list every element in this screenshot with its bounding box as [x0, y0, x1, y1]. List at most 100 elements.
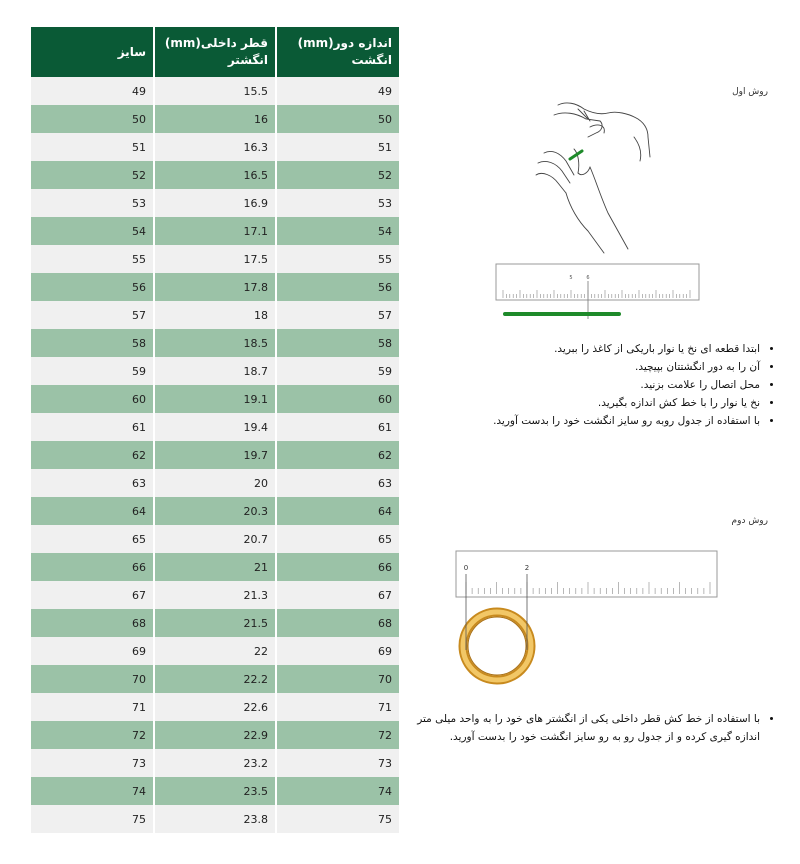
thread-mark [568, 149, 584, 161]
cell-size: 64 [31, 497, 154, 525]
cell-inner-diameter: 18 [153, 301, 276, 329]
cell-size: 69 [31, 637, 154, 665]
table-row: 68 21.5 68 [31, 609, 399, 637]
table-row: 55 17.5 55 [31, 245, 399, 273]
table-row: 72 22.9 72 [31, 721, 399, 749]
cell-finger-circumference: 57 [275, 301, 399, 329]
cell-inner-diameter: 17.1 [153, 217, 276, 245]
cell-size: 49 [31, 77, 154, 105]
cell-finger-circumference: 61 [275, 413, 399, 441]
cell-finger-circumference: 66 [275, 553, 399, 581]
cell-inner-diameter: 16.5 [153, 161, 276, 189]
cell-inner-diameter: 21.3 [153, 581, 276, 609]
ruler-label-2: 2 [525, 564, 529, 572]
cell-size: 73 [31, 749, 154, 777]
ruler-label-6: 6 [586, 275, 589, 281]
cell-inner-diameter: 22.2 [153, 665, 276, 693]
cell-finger-circumference: 59 [275, 357, 399, 385]
header-size: سایز [31, 27, 154, 77]
cell-finger-circumference: 64 [275, 497, 399, 525]
cell-size: 56 [31, 273, 154, 301]
table-row: 54 17.1 54 [31, 217, 399, 245]
cell-finger-circumference: 75 [275, 805, 399, 833]
cell-inner-diameter: 23.2 [153, 749, 276, 777]
table-row: 73 23.2 73 [31, 749, 399, 777]
method2-steps: با استفاده از خط کش قطر داخلی یکی از انگ… [400, 710, 776, 746]
cell-finger-circumference: 54 [275, 217, 399, 245]
table-row: 52 16.5 52 [31, 161, 399, 189]
cell-finger-circumference: 71 [275, 693, 399, 721]
cell-size: 70 [31, 665, 154, 693]
method1-title: روش اول [732, 87, 768, 97]
cell-size: 58 [31, 329, 154, 357]
cell-finger-circumference: 52 [275, 161, 399, 189]
cell-size: 63 [31, 469, 154, 497]
cell-size: 65 [31, 525, 154, 553]
cell-size: 57 [31, 301, 154, 329]
cell-size: 75 [31, 805, 154, 833]
list-item: با استفاده از خط کش قطر داخلی یکی از انگ… [400, 710, 760, 746]
cell-finger-circumference: 70 [275, 665, 399, 693]
table-row: 59 18.7 59 [31, 357, 399, 385]
table-row: 61 19.4 61 [31, 413, 399, 441]
method1-steps: ابتدا قطعه ای نخ یا نوار باریکی از کاغذ … [420, 340, 776, 430]
cell-size: 55 [31, 245, 154, 273]
cell-inner-diameter: 20.7 [153, 525, 276, 553]
cell-inner-diameter: 22.6 [153, 693, 276, 721]
cell-inner-diameter: 21 [153, 553, 276, 581]
cell-finger-circumference: 49 [275, 77, 399, 105]
ruler-with-ring: 0 2 [455, 550, 718, 685]
table-row: 62 19.7 62 [31, 441, 399, 469]
cell-inner-diameter: 22 [153, 637, 276, 665]
cell-finger-circumference: 72 [275, 721, 399, 749]
ring-image [458, 607, 536, 685]
table-row: 70 22.2 70 [31, 665, 399, 693]
table-row: 75 23.8 75 [31, 805, 399, 833]
cell-inner-diameter: 19.1 [153, 385, 276, 413]
cell-inner-diameter: 17.5 [153, 245, 276, 273]
header-finger-circumference: اندازه دور(mm) انگشت [275, 27, 399, 77]
cell-inner-diameter: 21.5 [153, 609, 276, 637]
cell-inner-diameter: 23.8 [153, 805, 276, 833]
table-row: 63 20 63 [31, 469, 399, 497]
cell-inner-diameter: 23.5 [153, 777, 276, 805]
ruler-with-thread: 5 6 [495, 263, 700, 319]
table-row: 71 22.6 71 [31, 693, 399, 721]
cell-finger-circumference: 60 [275, 385, 399, 413]
table-row: 69 22 69 [31, 637, 399, 665]
list-item: محل اتصال را علامت بزنید. [420, 376, 760, 394]
cell-finger-circumference: 63 [275, 469, 399, 497]
table-header-row: اندازه دور(mm) انگشت قطر داخلی(mm) انگشت… [31, 27, 399, 77]
cell-finger-circumference: 53 [275, 189, 399, 217]
cell-size: 72 [31, 721, 154, 749]
header-ring-inner-diameter: قطر داخلی(mm) انگشتر [153, 27, 276, 77]
cell-size: 51 [31, 133, 154, 161]
list-item: نخ یا نوار را با خط کش اندازه بگیرید. [420, 394, 760, 412]
cell-inner-diameter: 17.8 [153, 273, 276, 301]
cell-size: 67 [31, 581, 154, 609]
table-row: 67 21.3 67 [31, 581, 399, 609]
ruler-body [455, 550, 718, 598]
hand-measuring-illustration [535, 102, 651, 254]
table-body: 49 15.5 49 50 16 50 51 16.3 51 52 16.5 52 53 16.9 53 54… [31, 77, 399, 833]
table-row: 64 20.3 64 [31, 497, 399, 525]
cell-inner-diameter: 16.9 [153, 189, 276, 217]
table-row: 49 15.5 49 [31, 77, 399, 105]
cell-inner-diameter: 20.3 [153, 497, 276, 525]
cell-size: 50 [31, 105, 154, 133]
cell-size: 61 [31, 413, 154, 441]
cell-inner-diameter: 15.5 [153, 77, 276, 105]
cell-finger-circumference: 67 [275, 581, 399, 609]
list-item: ابتدا قطعه ای نخ یا نوار باریکی از کاغذ … [420, 340, 760, 358]
cell-size: 66 [31, 553, 154, 581]
cell-finger-circumference: 55 [275, 245, 399, 273]
table-row: 51 16.3 51 [31, 133, 399, 161]
list-item: با استفاده از جدول روبه رو سایز انگشت خو… [420, 412, 760, 430]
cell-finger-circumference: 56 [275, 273, 399, 301]
ring-size-table: اندازه دور(mm) انگشت قطر داخلی(mm) انگشت… [31, 27, 399, 833]
cell-finger-circumference: 65 [275, 525, 399, 553]
cell-size: 62 [31, 441, 154, 469]
cell-finger-circumference: 68 [275, 609, 399, 637]
cell-finger-circumference: 62 [275, 441, 399, 469]
method2-title: روش دوم [731, 516, 768, 526]
